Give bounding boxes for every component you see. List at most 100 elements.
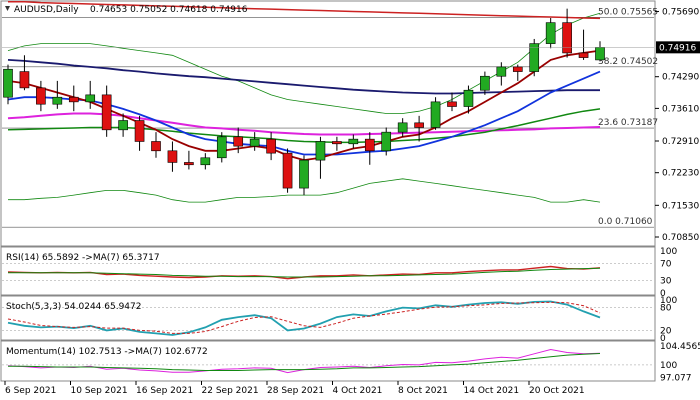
- candle-body: [85, 94, 96, 103]
- momentum-lines: [2, 348, 654, 374]
- candle: [480, 71, 490, 95]
- candle: [101, 85, 112, 137]
- candle: [68, 85, 79, 112]
- fib-level-label: 38.2 0.74502: [598, 57, 658, 67]
- indicator-tick-label: 100: [660, 361, 677, 371]
- candle: [216, 132, 227, 163]
- rsi-lines: [2, 263, 654, 281]
- candle-body: [578, 52, 589, 58]
- candle-body: [595, 47, 605, 61]
- current-price-label: 0.74916: [659, 43, 696, 53]
- candlestick-series: [2, 8, 654, 196]
- stoch-d-line: [7, 301, 601, 334]
- candle-body: [348, 138, 359, 145]
- stoch-k-line: [7, 300, 601, 336]
- price-axis: 0.75690 0.74290 0.73610 0.72910 0.72230 0.715…: [655, 7, 699, 243]
- date-tick-label: 4 Oct 2021: [333, 386, 383, 396]
- candle: [315, 136, 326, 179]
- candle: [562, 8, 572, 58]
- indicator-tick-label: 20: [660, 326, 672, 336]
- bollinger-lower-band: [8, 178, 601, 203]
- candle-body: [299, 159, 309, 189]
- candle: [3, 64, 13, 105]
- candle: [348, 134, 359, 149]
- price-tick-label: 0.75690: [662, 7, 699, 17]
- candle-body: [101, 94, 112, 131]
- ma-red-long-line: [8, 0, 601, 20]
- date-tick-label: 22 Sep 2021: [202, 386, 259, 396]
- candle: [463, 85, 474, 114]
- date-tick-label: 16 Sep 2021: [136, 386, 193, 396]
- fib-level-label: 0.0 0.71060: [598, 217, 653, 227]
- candle: [85, 80, 96, 109]
- stoch-panel[interactable]: [0, 295, 656, 341]
- candle-body: [68, 96, 79, 103]
- candle-body: [332, 141, 342, 145]
- stoch-label: Stoch(5,3,3) 54.0244 65.9472: [6, 302, 141, 312]
- rsi-label: RSI(14) 65.5892 ->MA(7) 65.3717: [6, 253, 160, 263]
- date-tick-label: 20 Oct 2021: [529, 386, 585, 396]
- indicator-tick-label: 100: [660, 296, 677, 306]
- date-tick-label: 28 Sep 2021: [267, 386, 324, 396]
- candle: [52, 80, 63, 109]
- price-tick-label: 0.70850: [662, 233, 699, 243]
- candle: [578, 29, 589, 60]
- candle-body: [496, 66, 507, 77]
- candle: [167, 141, 178, 172]
- candle: [118, 113, 128, 137]
- main-price-panel[interactable]: [0, 0, 656, 247]
- momentum-panel[interactable]: [0, 340, 656, 382]
- candle-body: [233, 136, 244, 147]
- candle: [200, 153, 211, 170]
- candle: [447, 92, 457, 112]
- indicator-tick-label: 97.077: [660, 373, 692, 383]
- candle: [184, 150, 194, 170]
- price-tick-label: 0.73610: [662, 104, 699, 114]
- candle: [529, 38, 540, 77]
- candle: [233, 127, 244, 154]
- candle-body: [430, 101, 441, 128]
- date-tick-label: 8 Oct 2021: [398, 386, 448, 396]
- current-price-marker: 0.74916: [656, 41, 700, 54]
- price-tick-label: 0.72230: [662, 169, 699, 179]
- candle: [19, 55, 30, 91]
- candle-body: [447, 101, 457, 107]
- price-tick-label: 0.71530: [662, 201, 699, 211]
- indicator-tick-label: 0: [660, 289, 666, 299]
- candle-body: [266, 138, 276, 154]
- candle-body: [364, 138, 375, 152]
- indicator-tick-label: 30: [660, 276, 672, 286]
- candle-body: [397, 122, 408, 133]
- candle: [364, 132, 375, 165]
- candle-body: [545, 22, 556, 44]
- candle: [496, 62, 507, 86]
- date-tick-label: 14 Oct 2021: [464, 386, 520, 396]
- candle-body: [562, 22, 572, 54]
- indicator-tick-label: 100: [660, 247, 677, 257]
- candle: [299, 155, 309, 196]
- candle-body: [36, 87, 46, 105]
- chart-ohlc-values: 0.74653 0.75052 0.74618 0.74916: [90, 5, 248, 15]
- candle-body: [529, 43, 540, 72]
- price-tick-label: 0.72910: [662, 137, 699, 147]
- rsi-panel[interactable]: [0, 246, 656, 296]
- candle: [381, 127, 392, 156]
- candle-body: [118, 120, 128, 131]
- candle: [414, 115, 424, 142]
- price-tick-label: 0.74290: [662, 73, 699, 83]
- candle: [397, 118, 408, 137]
- fib-level-label: 50.0 0.75565: [598, 7, 658, 17]
- candle: [266, 132, 276, 161]
- rsi-ma-line: [8, 267, 601, 278]
- candle: [512, 64, 523, 81]
- candle-body: [512, 66, 523, 72]
- momentum-label: Momentum(14) 102.7513 ->MA(7) 102.6772: [6, 347, 208, 357]
- candle-body: [167, 150, 178, 163]
- candle: [134, 115, 145, 151]
- candle: [282, 148, 293, 193]
- momentum-ma-line: [8, 353, 601, 371]
- candle-body: [52, 96, 63, 105]
- fib-level-label: 23.6 0.73187: [598, 118, 658, 128]
- date-axis: 6 Sep 2021 10 Sep 2021 16 Sep 2021 22 Sep 2…: [4, 381, 585, 396]
